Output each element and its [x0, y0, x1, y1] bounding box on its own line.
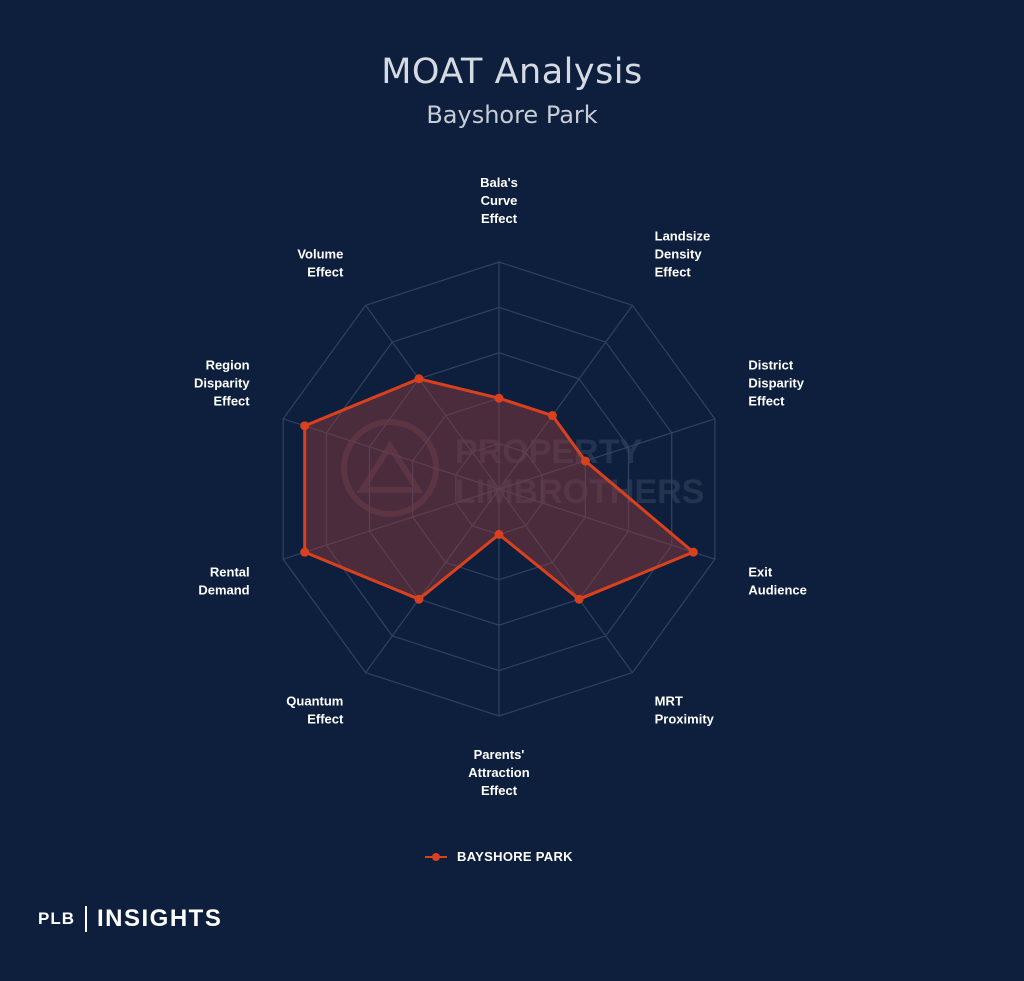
data-point-3	[688, 547, 698, 557]
data-point-9	[414, 374, 424, 384]
legend-label: BAYSHORE PARK	[457, 849, 573, 864]
axis-label-7: Rental Demand	[198, 565, 249, 598]
chart-subtitle: Bayshore Park	[426, 101, 598, 129]
data-point-0	[494, 393, 504, 403]
spoke-8	[282, 418, 500, 490]
data-point-8	[300, 421, 310, 431]
spoke-9	[365, 305, 500, 490]
spoke-6	[365, 488, 500, 673]
axis-label-9: Volume Effect	[297, 246, 344, 279]
axis-label-1: Landsize Density Effect	[655, 228, 711, 279]
spoke-1	[498, 305, 633, 490]
data-point-6	[414, 594, 424, 604]
axis-label-6: Quantum Effect	[286, 694, 344, 727]
axis-label-3: Exit Audience	[748, 565, 807, 598]
brand-logo: PLB INSIGHTS	[38, 905, 222, 933]
spoke-3	[498, 488, 716, 560]
axis-label-4: MRT Proximity	[655, 694, 715, 727]
data-point-4	[574, 594, 584, 604]
spoke-4	[498, 488, 633, 673]
spoke-2	[498, 418, 716, 490]
chart-title: MOAT Analysis	[381, 52, 643, 92]
legend: BAYSHORE PARK	[425, 849, 573, 864]
brand-insights: INSIGHTS	[97, 905, 223, 932]
axis-label-5: Parents' Attraction Effect	[468, 747, 529, 798]
radar-axis-labels: Bala's Curve Effect Landsize Density Effect Di…	[194, 175, 807, 798]
axis-label-2: District Disparity Effect	[748, 357, 804, 408]
axis-label-0: Bala's Curve Effect	[480, 175, 518, 226]
data-point-5	[494, 529, 504, 539]
spoke-7	[282, 488, 500, 560]
brand-plb: PLB	[38, 909, 75, 928]
data-point-1	[547, 411, 557, 421]
legend-marker	[425, 850, 447, 864]
data-point-2	[580, 456, 590, 466]
radar-spokes	[282, 262, 716, 716]
radar-series	[300, 374, 698, 604]
brand-separator	[85, 906, 87, 932]
data-point-7	[300, 547, 310, 557]
axis-label-8: Region Disparity Effect	[194, 357, 250, 408]
